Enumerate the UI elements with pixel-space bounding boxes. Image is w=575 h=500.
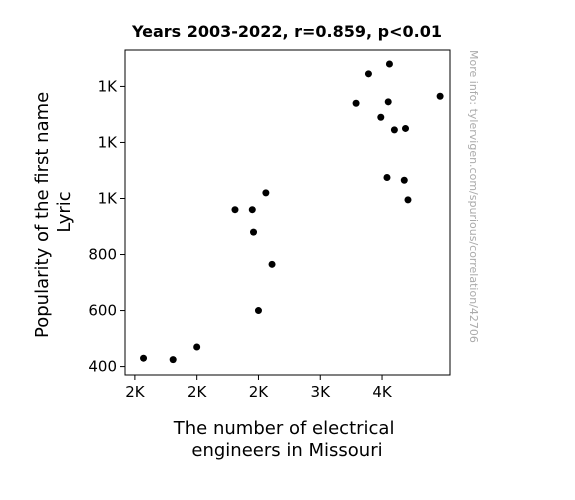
x-axis-label-line-1: The number of electrical [173,418,395,439]
source-note-text: More info: tylervigen.com/spurious/corre… [467,50,480,343]
data-point [262,189,270,197]
x-tick-label: 4K [372,383,393,401]
data-point [169,356,177,364]
x-tick-label: 3K [311,383,332,401]
data-points [140,60,444,364]
data-point [140,354,148,362]
data-point [377,113,385,121]
y-tick-label: 600 [88,302,117,320]
y-tick-label: 1K [98,133,119,151]
data-point [250,228,258,236]
chart-title: Years 2003-2022, r=0.859, p<0.01 [131,22,442,41]
x-axis-label-line-2: engineers in Missouri [191,440,382,461]
data-point [402,124,410,132]
y-axis-label: Popularity of the first name Lyric [32,86,75,338]
x-tick-label: 2K [125,383,146,401]
data-point [384,98,392,106]
x-tick-label: 2K [249,383,270,401]
data-point [248,206,256,214]
y-tick-label: 400 [88,358,117,376]
data-point [400,176,408,184]
x-axis-label: The number of electrical engineers in Mi… [173,418,400,461]
y-axis: 400 600 800 1K 1K 1K [88,77,125,376]
data-point [404,196,412,204]
y-tick-label: 1K [98,189,119,207]
data-point [383,173,391,181]
svg-text:Popularity of the first name: Popularity of the first name Lyric [32,86,75,338]
y-tick-label: 1K [98,77,119,95]
data-point [364,70,372,78]
data-point [385,60,393,68]
plot-area [124,49,451,376]
y-axis-label-line-1: Popularity of the first name [32,92,53,338]
x-tick-label: 2K [187,383,208,401]
data-point [352,99,360,107]
data-point [436,92,444,100]
x-axis: 2K 2K 2K 3K 4K [125,375,393,401]
source-note: More info: tylervigen.com/spurious/corre… [467,50,480,343]
data-point [193,343,201,351]
y-tick-label: 800 [88,246,117,264]
data-point [268,260,276,268]
data-point [231,206,239,214]
y-axis-label-line-2: Lyric [54,191,75,232]
data-point [254,307,262,315]
data-point [390,126,398,134]
